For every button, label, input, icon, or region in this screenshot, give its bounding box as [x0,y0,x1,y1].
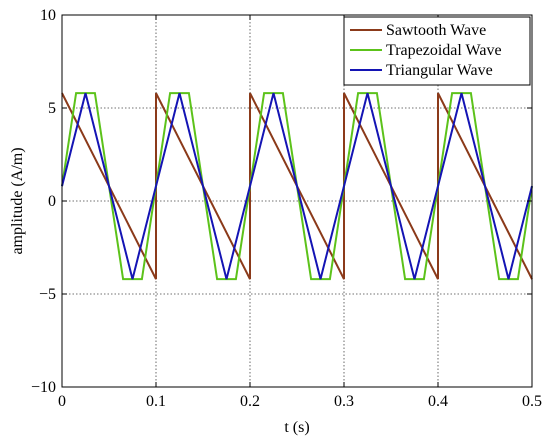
legend-label: Triangular Wave [386,62,493,79]
x-axis-label: t (s) [284,419,309,436]
x-tick-label: 0.2 [240,393,260,410]
x-tick-label: 0.5 [522,393,542,410]
legend-label: Trapezoidal Wave [386,42,502,59]
y-tick-label: 10 [40,7,56,24]
y-tick-label: 5 [48,100,56,117]
y-tick-label: −5 [39,286,56,303]
x-tick-label: 0.4 [428,393,448,410]
y-axis-label: amplitude (A/m) [9,147,26,254]
y-tick-label: −10 [31,379,56,396]
y-tick-label: 0 [48,193,56,210]
x-tick-label: 0 [58,393,66,410]
series-group [61,92,533,281]
axis-ticks: 0 0.1 0.2 0.3 0.4 0.5 −10 −5 0 5 10 [31,7,542,410]
x-tick-label: 0.1 [146,393,166,410]
legend-label: Sawtooth Wave [386,22,486,39]
legend: Sawtooth Wave Trapezoidal Wave Triangular … [343,16,531,86]
x-tick-label: 0.3 [334,393,354,410]
series-line-triangular-wave [61,92,533,280]
